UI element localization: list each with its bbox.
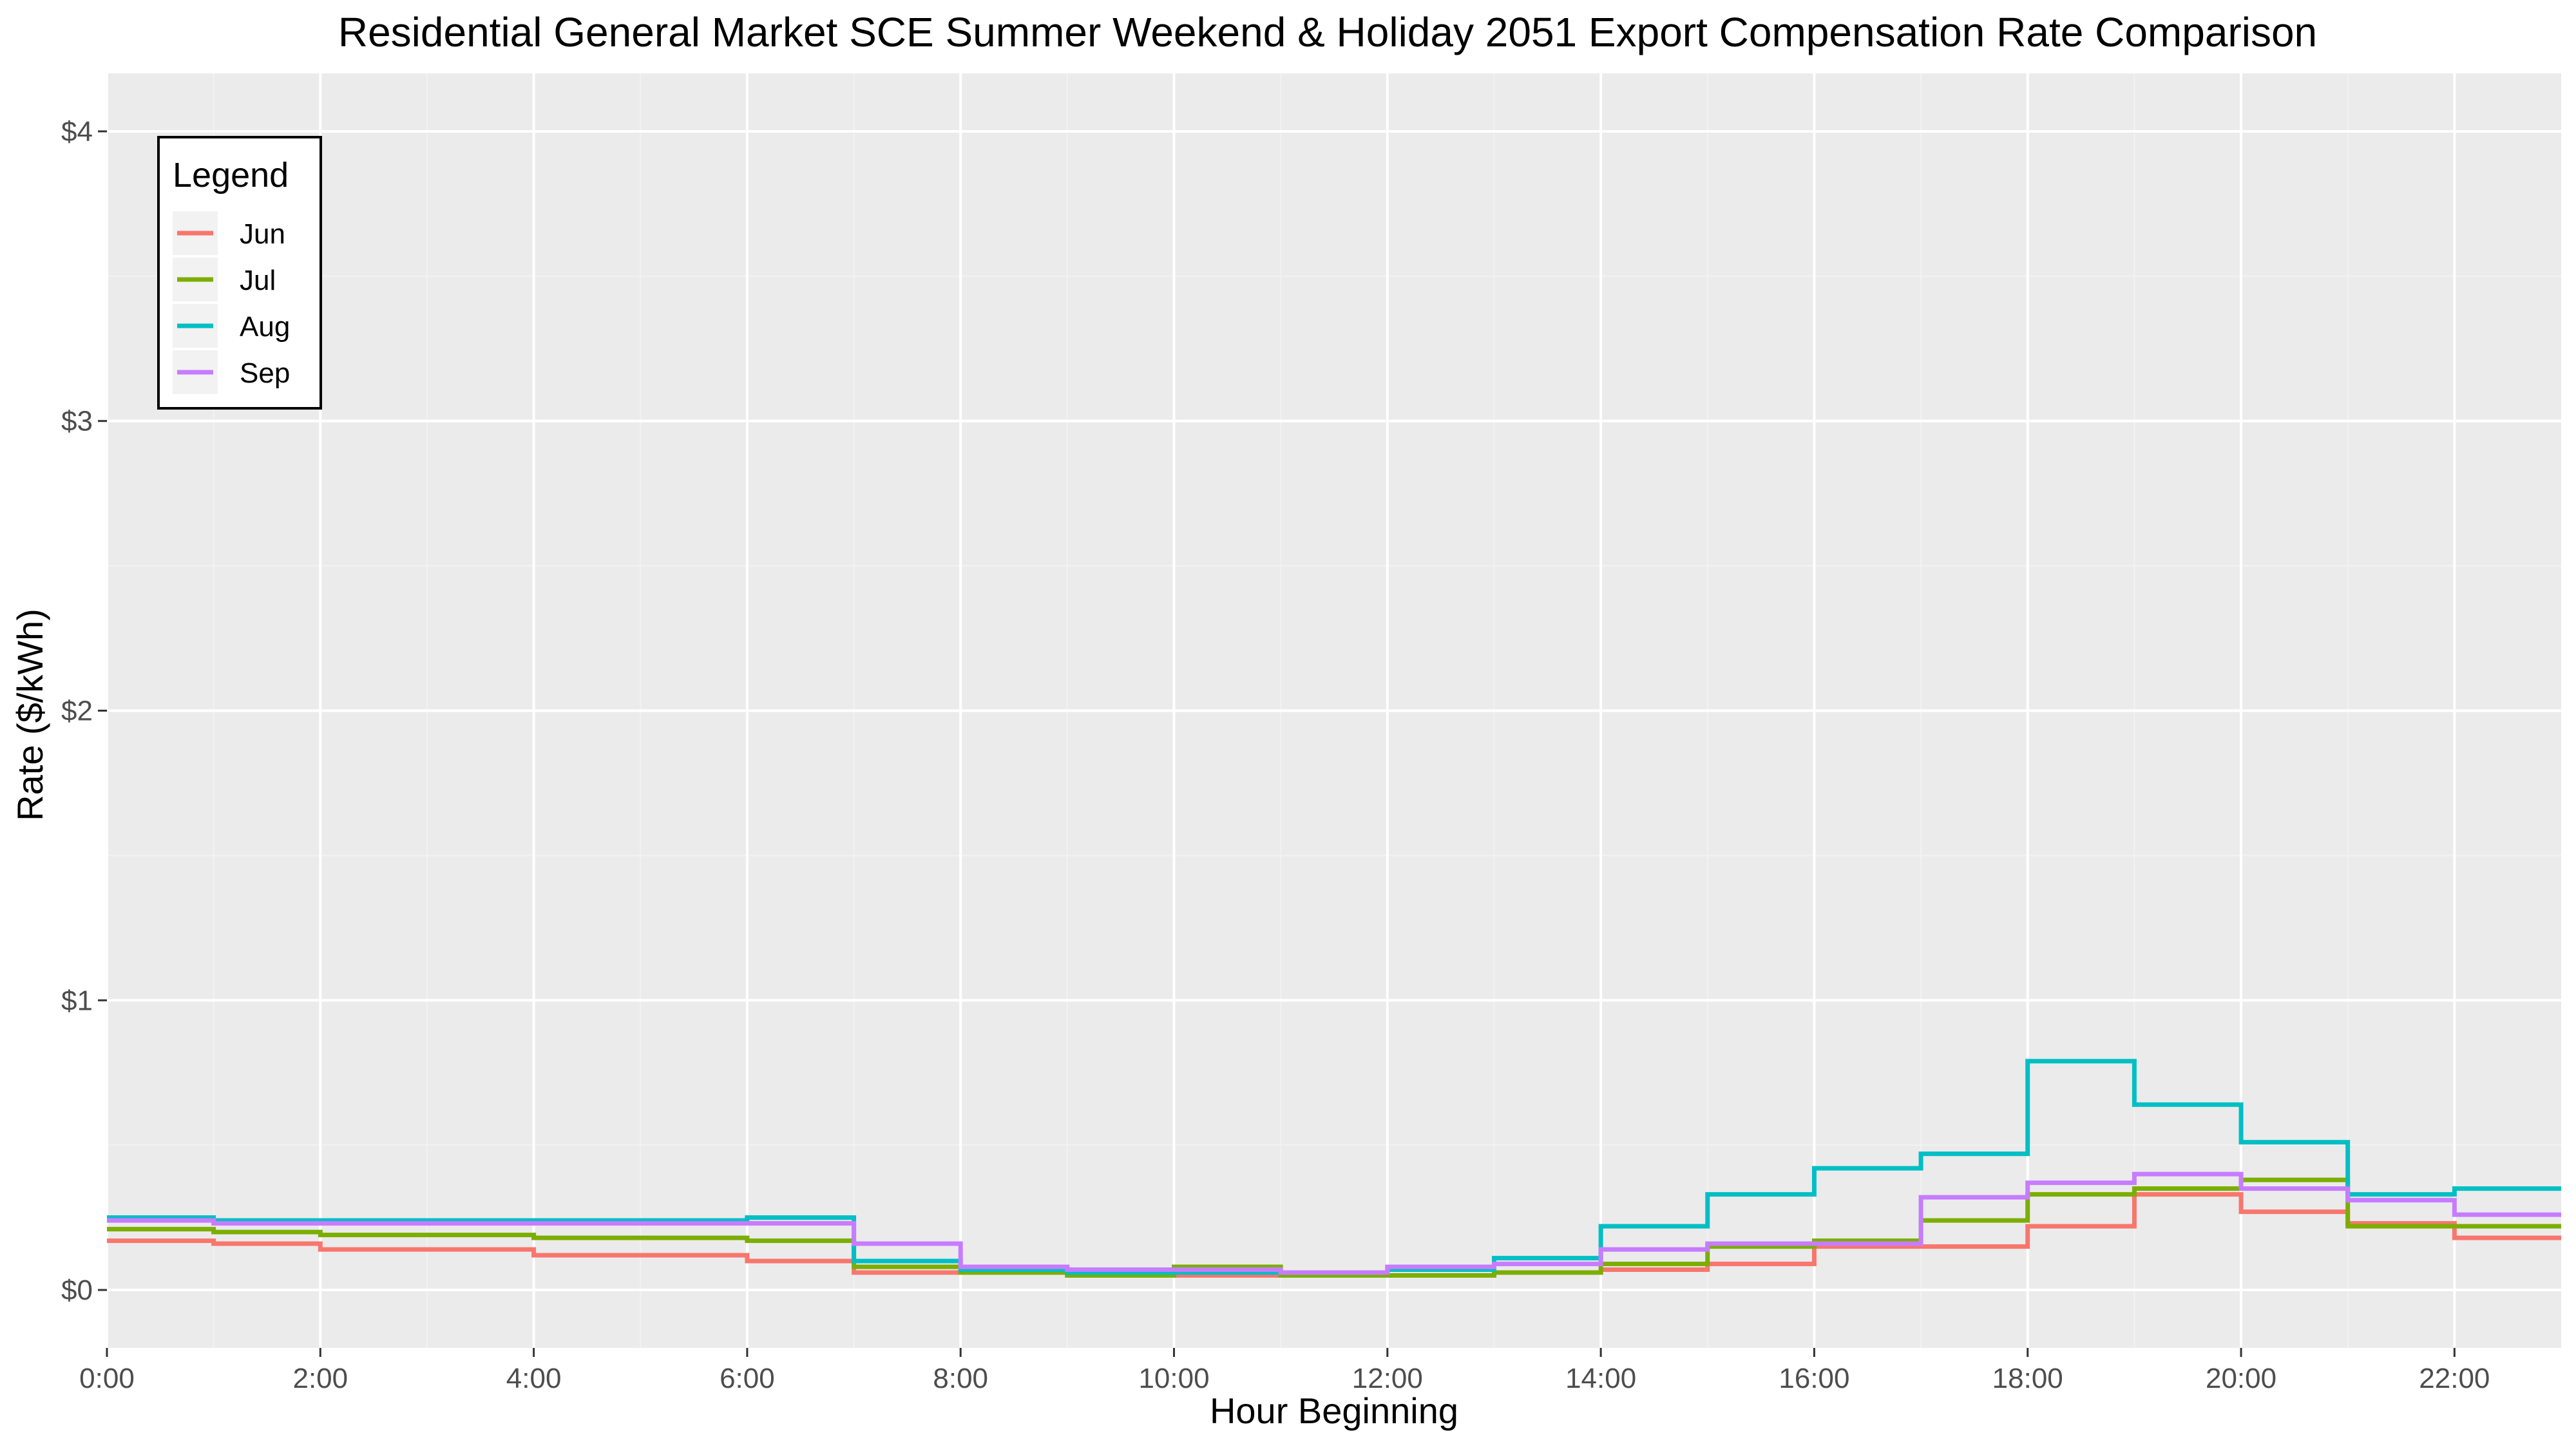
x-tick-label: 16:00 [1779, 1363, 1849, 1394]
x-tick-label: 10:00 [1138, 1363, 1209, 1394]
x-tick-label: 6:00 [720, 1363, 775, 1394]
chart-title: Residential General Market SCE Summer We… [338, 9, 2317, 55]
legend-label: Jul [240, 265, 276, 296]
legend: Legend Jun Jul Aug Sep [157, 136, 322, 410]
legend-title: Legend [173, 156, 289, 194]
x-tick-label: 4:00 [506, 1363, 562, 1394]
y-tick-label: $3 [61, 406, 93, 437]
y-tick-label: $2 [61, 696, 93, 727]
y-tick-label: $4 [61, 116, 93, 147]
y-tick-label: $1 [61, 985, 93, 1016]
x-tick-label: 2:00 [292, 1363, 348, 1394]
x-tick-label: 12:00 [1352, 1363, 1423, 1394]
x-tick-label: 22:00 [2419, 1363, 2490, 1394]
x-tick-label: 18:00 [1992, 1363, 2063, 1394]
y-axis-title: Rate ($/kWh) [10, 609, 50, 821]
legend-label: Jun [240, 218, 285, 250]
x-tick-label: 14:00 [1565, 1363, 1636, 1394]
x-tick-label: 0:00 [79, 1363, 135, 1394]
x-tick-label: 20:00 [2206, 1363, 2276, 1394]
legend-label: Sep [240, 357, 290, 389]
plot-area: 0:00 2:00 4:00 6:00 8:00 10:00 12:00 14:00 16:00… [61, 73, 2561, 1394]
y-tick-label: $0 [61, 1274, 93, 1306]
series-line-sep [107, 1171, 2561, 1275]
legend-label: Aug [240, 311, 290, 343]
x-tick-label: 8:00 [933, 1363, 988, 1394]
series-line-jul [107, 1177, 2561, 1278]
x-axis-title: Hour Beginning [1210, 1390, 1458, 1431]
